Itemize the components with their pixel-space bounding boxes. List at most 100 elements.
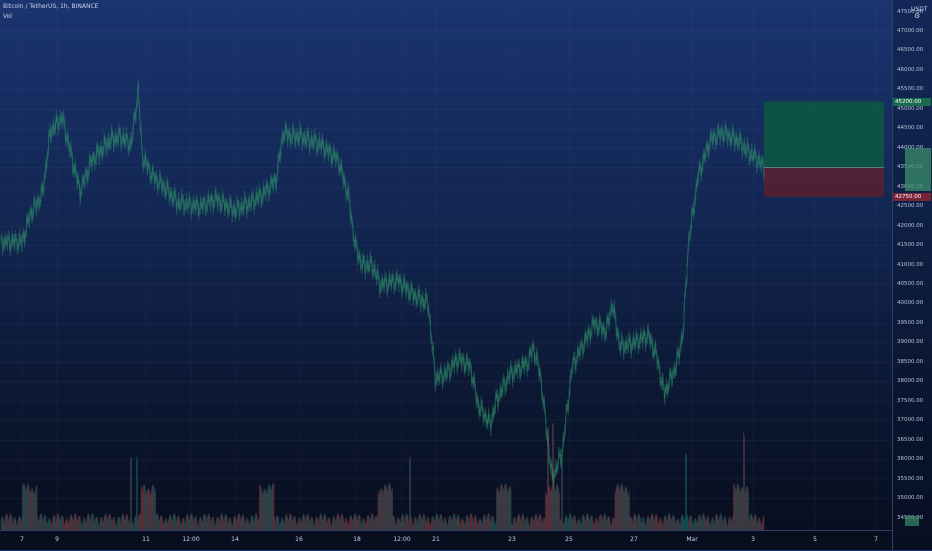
volume-bar	[46, 519, 47, 530]
volume-bar	[631, 518, 632, 530]
volume-bar	[746, 486, 747, 530]
time-axis-label: 7	[20, 536, 24, 543]
price-axis-label: 39000.00	[897, 339, 923, 345]
volume-bar	[260, 485, 261, 530]
volume-bar	[237, 520, 238, 530]
price-axis-label: 42000.00	[897, 223, 923, 229]
volume-legend[interactable]: Vol	[3, 13, 12, 20]
volume-bar	[406, 513, 407, 530]
volume-bar	[711, 522, 712, 530]
volume-bar	[167, 521, 168, 530]
volume-bar	[65, 521, 66, 530]
volume-bar	[417, 522, 418, 530]
volume-bar	[147, 489, 148, 530]
volume-bar	[93, 516, 94, 530]
volume-bar	[246, 519, 247, 530]
volume-bar	[373, 514, 374, 530]
price-chart[interactable]: Bitcoin / TetherUS, 1h, BINANCE Vol	[0, 0, 892, 530]
volume-bar	[38, 521, 39, 530]
volume-bar	[359, 515, 360, 530]
volume-bar	[80, 516, 81, 530]
volume-bar	[236, 521, 237, 530]
volume-bar	[545, 519, 546, 530]
volume-bar	[536, 513, 537, 530]
volume-bar	[420, 514, 421, 530]
volume-bar	[520, 517, 521, 530]
volume-bar	[729, 518, 730, 530]
volume-bar	[242, 516, 243, 530]
chart-canvas[interactable]	[0, 0, 892, 530]
volume-bar	[197, 520, 198, 530]
volume-bar	[282, 518, 283, 530]
volume-bar	[588, 516, 589, 530]
volume-bar	[505, 483, 506, 530]
volume-bar	[556, 485, 557, 530]
volume-bar	[532, 517, 533, 530]
volume-bar	[493, 516, 494, 530]
volume-bar	[479, 520, 480, 530]
volume-bar	[507, 487, 508, 530]
volume-bar	[437, 513, 438, 530]
volume-bar	[464, 522, 465, 530]
volume-bar	[599, 519, 600, 530]
volume-bar	[726, 519, 727, 530]
volume-bar	[541, 516, 542, 530]
volume-bar	[83, 520, 84, 530]
volume-bar	[124, 519, 125, 530]
volume-bar	[145, 486, 146, 530]
volume-bar	[707, 517, 708, 530]
volume-bar	[62, 515, 63, 530]
volume-bar	[96, 517, 97, 530]
volume-bar	[353, 518, 354, 530]
volume-bar	[697, 523, 698, 530]
volume-bar	[136, 516, 137, 530]
volume-bar	[735, 486, 736, 530]
price-axis-label: 45000.00	[897, 106, 923, 112]
volume-bar	[503, 491, 504, 530]
volume-bar	[129, 523, 130, 530]
volume-bar	[183, 518, 184, 530]
volume-bar	[537, 516, 538, 530]
volume-bar	[121, 516, 122, 530]
volume-bar	[368, 515, 369, 530]
volume-bar	[589, 518, 590, 530]
volume-bar	[621, 484, 622, 530]
volume-bar	[476, 516, 477, 530]
volume-bar	[107, 518, 108, 530]
volume-bar	[682, 515, 683, 530]
volume-bar	[440, 514, 441, 530]
volume-bar	[119, 516, 120, 530]
symbol-legend[interactable]: Bitcoin / TetherUS, 1h, BINANCE	[3, 3, 98, 10]
volume-bar	[74, 516, 75, 530]
volume-bar	[271, 491, 272, 530]
axis-settings-icon[interactable]: ⚙	[914, 12, 920, 20]
volume-bar	[295, 518, 296, 530]
volume-bar	[715, 517, 716, 530]
volume-bar	[749, 518, 750, 530]
volume-bar	[332, 519, 333, 530]
volume-bar	[153, 485, 154, 530]
volume-bar	[728, 520, 729, 530]
volume-bar	[124, 517, 125, 530]
volume-bar	[400, 522, 401, 530]
volume-bar	[599, 516, 600, 530]
volume-bar	[316, 517, 317, 530]
volume-bar	[752, 515, 753, 530]
volume-bar	[429, 519, 430, 530]
volume-bar	[289, 515, 290, 530]
volume-bar	[712, 518, 713, 530]
volume-bar	[329, 518, 330, 530]
volume-bar	[246, 521, 247, 530]
volume-bar	[235, 516, 236, 530]
volume-bar	[80, 518, 81, 530]
volume-bar	[335, 521, 336, 530]
volume-bar	[92, 514, 93, 530]
volume-bar	[434, 521, 435, 530]
volume-bar	[212, 518, 213, 530]
volume-bar	[321, 514, 322, 530]
volume-bar	[278, 516, 279, 530]
volume-bar	[36, 487, 37, 530]
volume-bar	[185, 521, 186, 530]
